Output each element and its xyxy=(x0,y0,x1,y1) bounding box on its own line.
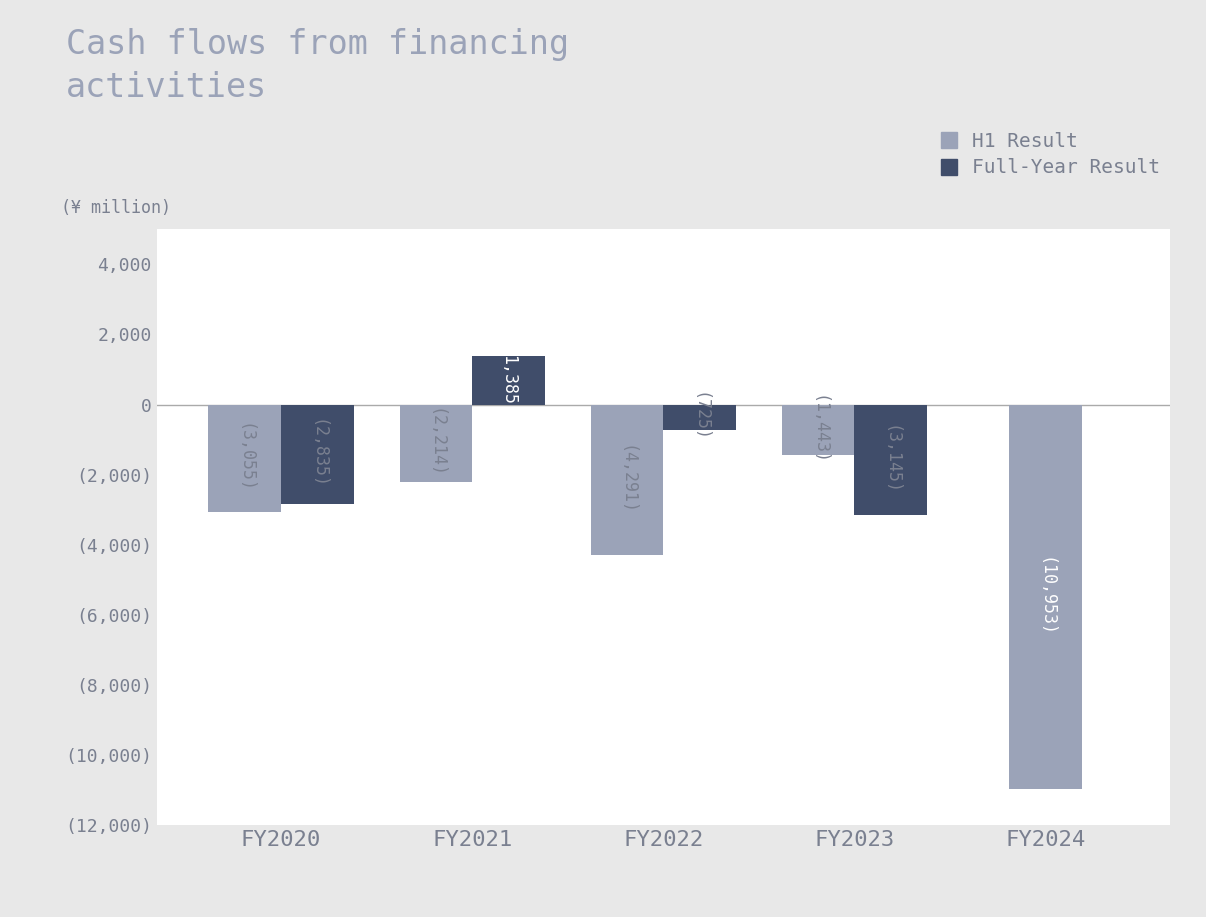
Bar xyxy=(591,404,663,555)
Text: (2,214): (2,214) xyxy=(427,408,445,479)
Text: (3,055): (3,055) xyxy=(235,423,253,493)
Text: (2,835): (2,835) xyxy=(309,419,327,490)
Legend: H1 Result, Full-Year Result: H1 Result, Full-Year Result xyxy=(941,132,1160,178)
Text: (4,291): (4,291) xyxy=(617,445,636,514)
Bar xyxy=(854,404,927,514)
Text: (725): (725) xyxy=(691,392,709,442)
Bar xyxy=(399,404,473,482)
Bar xyxy=(781,404,854,455)
Text: Cash flows from financing
activities: Cash flows from financing activities xyxy=(66,28,569,104)
Bar xyxy=(473,356,545,404)
Text: (10,953): (10,953) xyxy=(1037,557,1054,636)
Text: (3,145): (3,145) xyxy=(882,425,900,494)
Text: 1,385: 1,385 xyxy=(499,355,517,405)
Text: (¥ million): (¥ million) xyxy=(60,199,170,217)
Bar xyxy=(1009,404,1082,789)
Text: (1,443): (1,443) xyxy=(809,395,827,465)
Bar xyxy=(281,404,353,504)
Bar xyxy=(209,404,281,512)
Bar xyxy=(663,404,736,430)
